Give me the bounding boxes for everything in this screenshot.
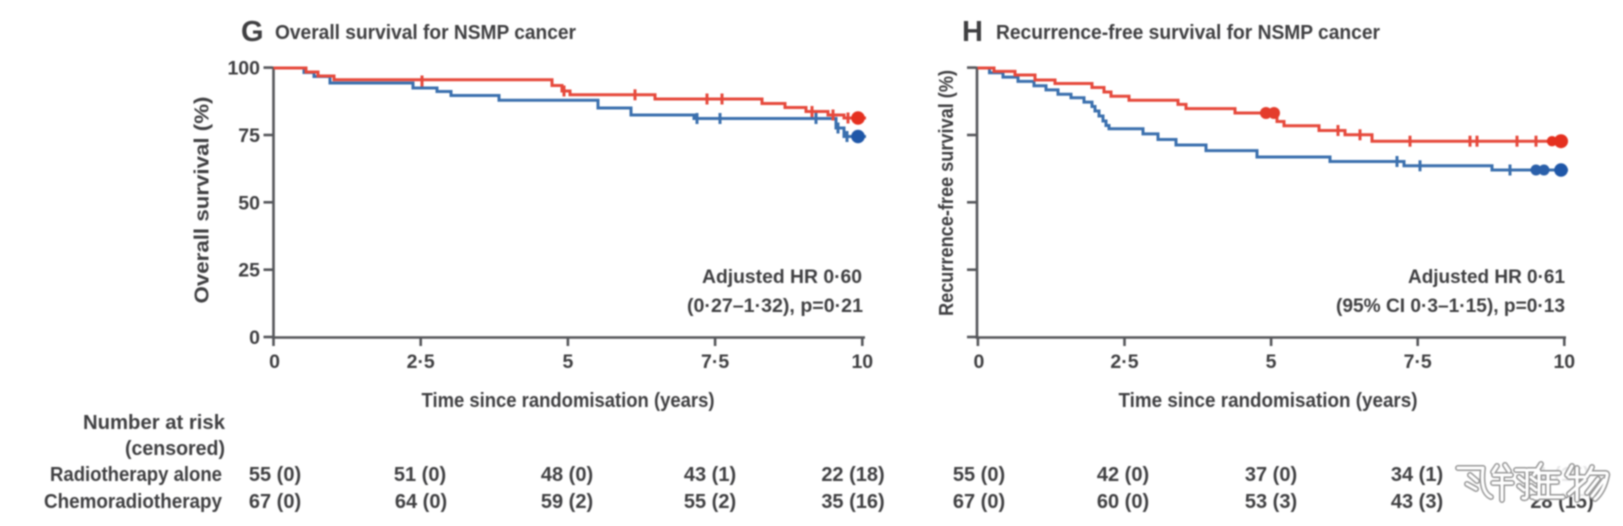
svg-text:48 (0): 48 (0) (541, 464, 593, 486)
svg-text:Chemoradiotherapy: Chemoradiotherapy (44, 491, 223, 513)
svg-text:22 (18): 22 (18) (821, 464, 884, 486)
svg-text:Overall survival (%): Overall survival (%) (192, 97, 214, 304)
svg-text:(95% CI 0·3–1·15), p=0·13: (95% CI 0·3–1·15), p=0·13 (1336, 295, 1565, 317)
svg-text:5: 5 (562, 351, 573, 373)
svg-text:55 (0): 55 (0) (953, 464, 1005, 486)
svg-text:55 (2): 55 (2) (684, 491, 736, 513)
svg-text:Time since randomisation (year: Time since randomisation (years) (1119, 390, 1418, 412)
svg-text:51 (0): 51 (0) (394, 464, 446, 486)
svg-text:35 (16): 35 (16) (821, 491, 884, 513)
svg-text:0: 0 (973, 351, 984, 373)
svg-text:42 (0): 42 (0) (1097, 464, 1149, 486)
svg-text:37 (0): 37 (0) (1245, 464, 1297, 486)
svg-text:Overall survival for NSMP canc: Overall survival for NSMP cancer (275, 21, 576, 44)
svg-text:50: 50 (238, 192, 260, 214)
svg-text:H: H (962, 16, 983, 48)
svg-text:53 (3): 53 (3) (1245, 491, 1297, 513)
svg-text:34 (1): 34 (1) (1391, 464, 1443, 486)
svg-text:67 (0): 67 (0) (249, 491, 301, 513)
svg-text:10: 10 (851, 351, 873, 373)
svg-text:G: G (241, 16, 264, 48)
svg-text:(censored): (censored) (125, 438, 225, 460)
svg-text:0: 0 (269, 351, 280, 373)
svg-text:59 (2): 59 (2) (541, 491, 593, 513)
svg-text:75: 75 (238, 125, 260, 147)
svg-text:7·5: 7·5 (701, 351, 729, 373)
svg-text:2·5: 2·5 (407, 351, 435, 373)
svg-text:100: 100 (227, 58, 260, 80)
svg-text:0: 0 (249, 327, 260, 349)
svg-text:(0·27–1·32), p=0·21: (0·27–1·32), p=0·21 (687, 295, 863, 317)
svg-text:Number at risk: Number at risk (83, 412, 226, 434)
svg-text:2·5: 2·5 (1110, 351, 1138, 373)
svg-text:60 (0): 60 (0) (1097, 491, 1149, 513)
svg-text:25: 25 (238, 260, 260, 282)
svg-text:67 (0): 67 (0) (953, 491, 1005, 513)
svg-text:64 (0): 64 (0) (395, 491, 447, 513)
svg-text:Adjusted HR 0·60: Adjusted HR 0·60 (702, 266, 862, 288)
svg-text:5: 5 (1266, 351, 1277, 373)
svg-text:Adjusted HR 0·61: Adjusted HR 0·61 (1408, 266, 1565, 288)
svg-text:Time since randomisation (year: Time since randomisation (years) (422, 390, 715, 412)
svg-text:43 (3): 43 (3) (1391, 491, 1443, 513)
svg-text:Recurrence-free survival for N: Recurrence-free survival for NSMP cancer (996, 21, 1380, 44)
svg-text:55 (0): 55 (0) (249, 464, 301, 486)
svg-text:43 (1): 43 (1) (684, 464, 736, 486)
svg-text:10: 10 (1553, 351, 1575, 373)
svg-text:Radiotherapy alone: Radiotherapy alone (50, 464, 222, 486)
svg-text:7·5: 7·5 (1404, 351, 1432, 373)
svg-text:Recurrence-free survival (%): Recurrence-free survival (%) (936, 70, 958, 316)
